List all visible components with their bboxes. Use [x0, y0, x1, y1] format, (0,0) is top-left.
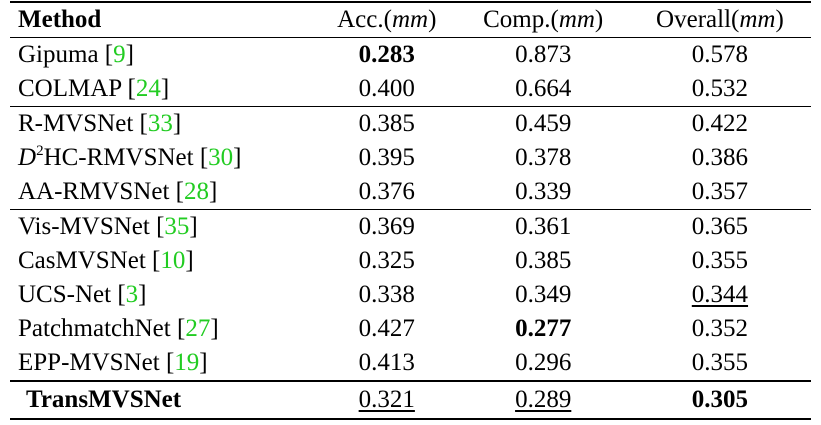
table-row: UCS-Net [3] 0.338 0.349 0.344: [10, 278, 811, 312]
citation-link[interactable]: 33: [147, 110, 173, 137]
method-cell: EPP-MVSNet [19]: [18, 349, 208, 376]
overall-cell: 0.355: [691, 247, 749, 274]
header-acc: Acc.(mm): [316, 1, 458, 38]
table-row: Gipuma [9] 0.283 0.873 0.578: [10, 38, 811, 73]
acc-cell: 0.325: [358, 247, 415, 274]
citation-link[interactable]: 30: [208, 144, 234, 171]
citation-link[interactable]: 3: [125, 281, 139, 308]
citation-link[interactable]: 28: [183, 178, 209, 205]
comp-cell: 0.339: [515, 178, 572, 205]
table-row: EPP-MVSNet [19] 0.413 0.296 0.355: [10, 346, 811, 381]
acc-cell: 0.369: [316, 209, 458, 244]
citation-link[interactable]: 19: [174, 349, 200, 376]
table-row: Vis-MVSNet [35] 0.369 0.361 0.365: [10, 209, 811, 244]
overall-cell: 0.532: [691, 75, 749, 102]
method-cell: TransMVSNet: [10, 380, 316, 420]
overall-cell: 0.422: [628, 106, 811, 141]
citation-link[interactable]: 24: [135, 75, 161, 102]
overall-cell: 0.305: [628, 380, 811, 420]
comp-cell: 0.385: [515, 247, 572, 274]
overall-cell: 0.352: [691, 315, 749, 342]
method-cell: CasMVSNet [10]: [18, 247, 194, 274]
acc-cell: 0.283: [358, 41, 415, 68]
table-row: R-MVSNet [33] 0.385 0.459 0.422: [10, 106, 811, 141]
acc-cell: 0.385: [316, 106, 458, 141]
table-row: CasMVSNet [10] 0.325 0.385 0.355: [10, 244, 811, 278]
results-table: Method Acc.(mm) Comp.(mm) Overall(mm) Gi…: [10, 1, 811, 420]
acc-cell: 0.321: [316, 380, 458, 420]
comp-cell: 0.349: [515, 281, 572, 308]
overall-cell: 0.386: [691, 144, 749, 171]
comp-cell: 0.378: [515, 144, 572, 171]
header-method: Method: [10, 1, 316, 38]
comp-cell: 0.361: [457, 209, 629, 244]
table-row: COLMAP [24] 0.400 0.664 0.532: [10, 72, 811, 107]
acc-cell: 0.413: [358, 349, 415, 376]
citation-link[interactable]: 9: [113, 41, 126, 68]
comp-cell: 0.289: [457, 380, 629, 420]
overall-cell: 0.578: [691, 41, 749, 68]
overall-cell: 0.355: [691, 349, 749, 376]
comp-cell: 0.296: [515, 349, 572, 376]
method-cell: UCS-Net [3]: [18, 281, 147, 308]
table-row: AA-RMVSNet [28] 0.376 0.339 0.357: [10, 175, 811, 210]
overall-cell: 0.365: [628, 209, 811, 244]
method-cell: R-MVSNet [33]: [10, 106, 316, 141]
header-row: Method Acc.(mm) Comp.(mm) Overall(mm): [10, 1, 811, 38]
acc-cell: 0.427: [358, 315, 415, 342]
method-cell: PatchmatchNet [27]: [18, 315, 219, 342]
comp-cell: 0.459: [457, 106, 629, 141]
acc-cell: 0.395: [358, 144, 415, 171]
results-table-container: Method Acc.(mm) Comp.(mm) Overall(mm) Gi…: [10, 1, 811, 420]
comp-cell: 0.277: [515, 315, 572, 342]
overall-cell: 0.344: [691, 281, 749, 308]
comp-cell: 0.664: [515, 75, 572, 102]
citation-link[interactable]: 27: [185, 315, 211, 342]
acc-cell: 0.376: [358, 178, 415, 205]
acc-cell: 0.338: [358, 281, 415, 308]
table-row: PatchmatchNet [27] 0.427 0.277 0.352: [10, 312, 811, 346]
citation-link[interactable]: 35: [164, 213, 190, 240]
method-cell: COLMAP [24]: [18, 75, 170, 102]
comp-cell: 0.873: [515, 41, 572, 68]
method-cell: D2HC-RMVSNet [30]: [18, 143, 242, 172]
overall-cell: 0.357: [691, 178, 749, 205]
header-overall: Overall(mm): [628, 1, 811, 38]
method-cell: Vis-MVSNet [35]: [10, 209, 316, 244]
method-cell: AA-RMVSNet [28]: [18, 178, 218, 205]
table-row-ours: TransMVSNet 0.321 0.289 0.305: [10, 380, 811, 420]
table-row: D2HC-RMVSNet [30] 0.395 0.378 0.386: [10, 141, 811, 175]
citation-link[interactable]: 10: [160, 247, 186, 274]
header-comp: Comp.(mm): [457, 1, 629, 38]
method-cell: Gipuma [9]: [18, 41, 134, 68]
acc-cell: 0.400: [358, 75, 415, 102]
